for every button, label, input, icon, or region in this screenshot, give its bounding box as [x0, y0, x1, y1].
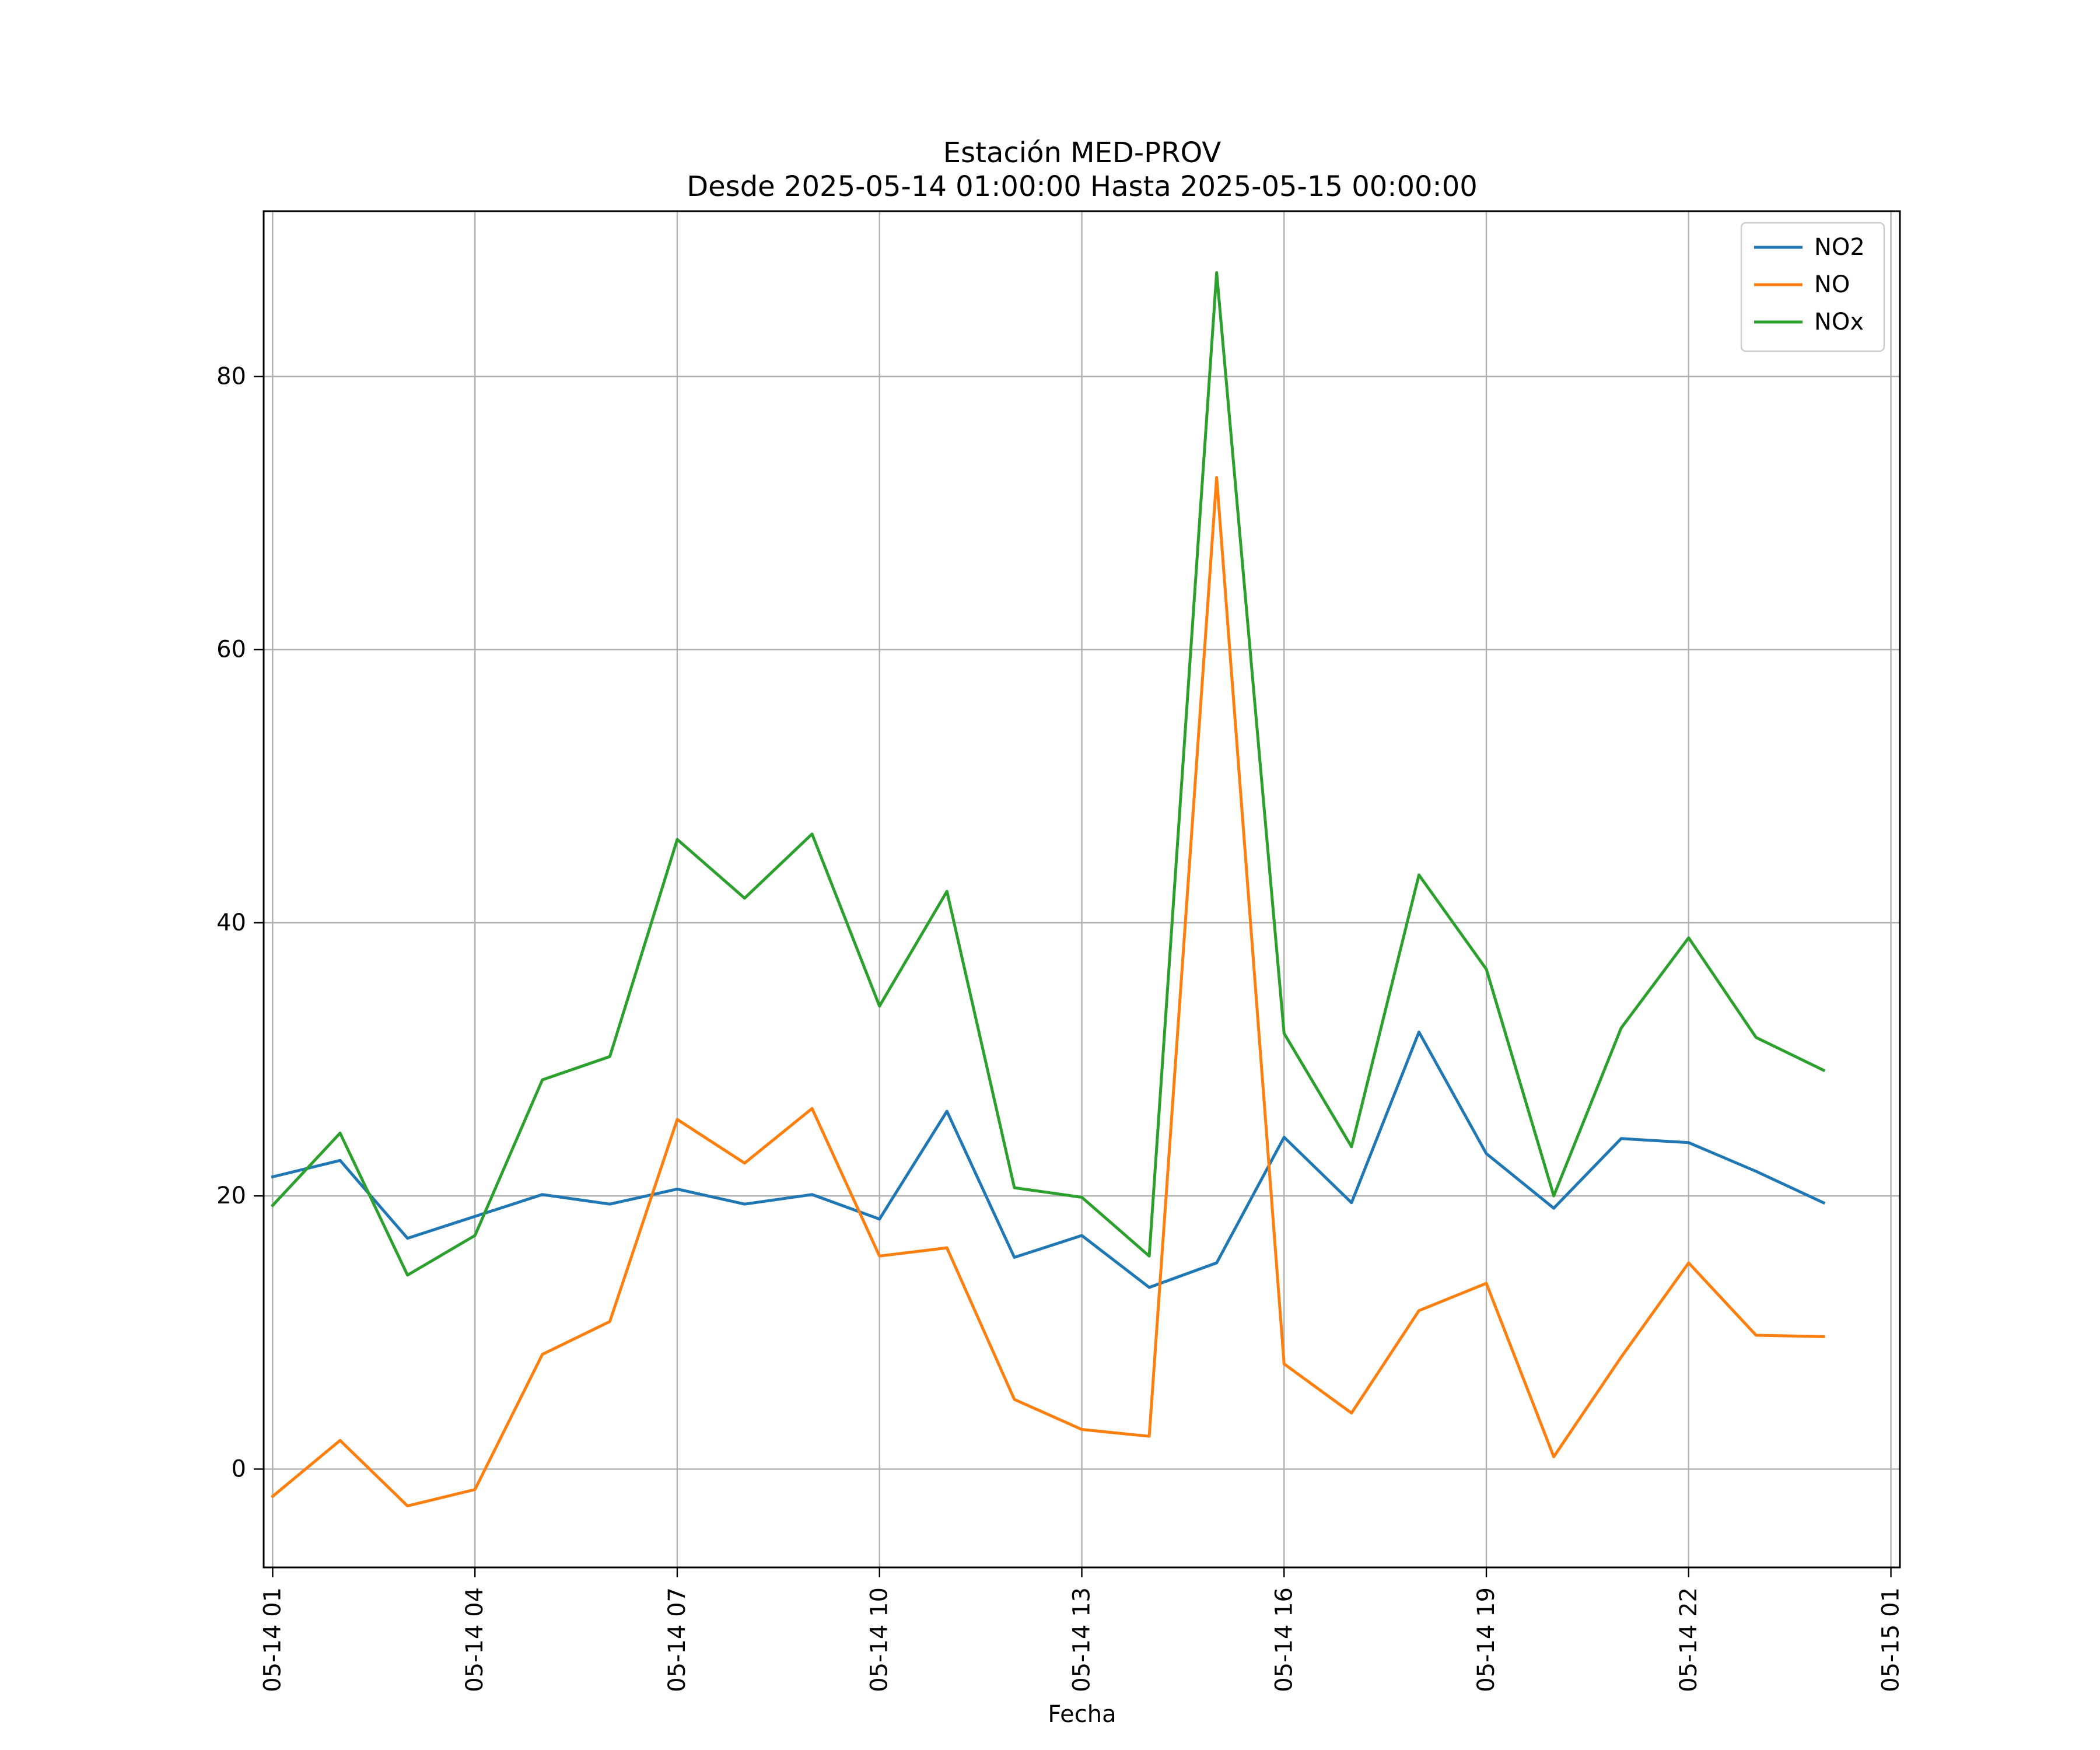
- legend: NO2 NO NOx: [1740, 222, 1885, 352]
- legend-label-nox: NOx: [1814, 309, 1864, 335]
- x-tick-label: 05-14 10: [866, 1587, 893, 1692]
- series-line-no2: [271, 1030, 1826, 1289]
- axis-ticks: 05-14 01 05-14 04 05-14 07 05-14 10 05-14 13…: [216, 363, 1904, 1692]
- x-tick-label: 05-15 01: [1878, 1587, 1905, 1692]
- series-lines: [270, 271, 1826, 1508]
- chart-title: Estación MED-PROV: [943, 136, 1222, 169]
- x-tick-label: 05-14 19: [1473, 1587, 1500, 1692]
- x-tick-label: 05-14 16: [1270, 1587, 1297, 1692]
- x-tick-label: 05-14 13: [1069, 1587, 1096, 1692]
- legend-box: [1740, 222, 1885, 352]
- y-tick-label: 60: [216, 636, 246, 663]
- x-tick-label: 05-14 01: [259, 1587, 286, 1692]
- x-axis-label: Fecha: [1048, 1701, 1116, 1728]
- x-tick-label: 05-14 07: [664, 1587, 691, 1692]
- x-tick-label: 05-14 04: [461, 1587, 488, 1692]
- chart-subtitle: Desde 2025-05-14 01:00:00 Hasta 2025-05-…: [687, 170, 1478, 203]
- legend-label-no: NO: [1814, 271, 1850, 298]
- grid-lines: [264, 211, 1900, 1567]
- y-tick-label: 20: [216, 1182, 246, 1209]
- x-tick-label: 05-14 22: [1675, 1587, 1702, 1692]
- legend-label-no2: NO2: [1814, 234, 1865, 261]
- series-line-nox: [270, 271, 1826, 1277]
- y-tick-label: 0: [232, 1455, 246, 1482]
- y-tick-label: 80: [216, 363, 246, 390]
- y-tick-label: 40: [216, 909, 246, 936]
- series-line-no: [270, 476, 1825, 1508]
